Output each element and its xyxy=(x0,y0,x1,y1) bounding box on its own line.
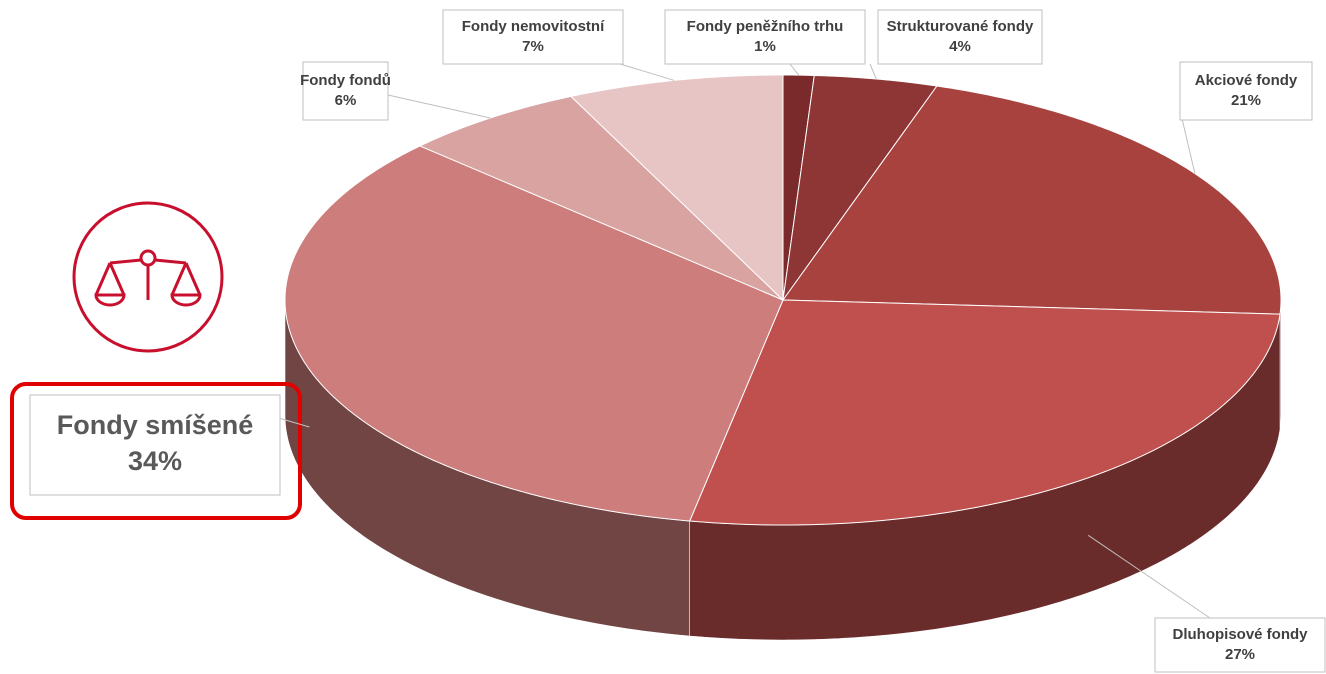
label-box xyxy=(29,394,281,496)
slice-label: Fondy smíšené xyxy=(57,410,254,440)
slice-value-label: 6% xyxy=(335,92,357,109)
slice-value-label: 7% xyxy=(522,38,544,55)
slice xyxy=(782,74,938,301)
pie-tops xyxy=(284,74,1282,526)
slice-label: Fondy nemovitostní xyxy=(462,18,605,35)
highlight-frame xyxy=(10,382,302,520)
slice-value-label: 34% xyxy=(128,446,182,476)
slice-value-label: 27% xyxy=(1225,646,1255,663)
slice-value-label: 1% xyxy=(754,38,776,55)
slice-label: Dluhopisové fondy xyxy=(1173,626,1309,643)
slice-label: Fondy peněžního trhu xyxy=(687,18,844,35)
label-box xyxy=(1179,61,1313,121)
scales-icon xyxy=(72,201,224,353)
label-box xyxy=(442,9,624,65)
label-box xyxy=(302,61,389,121)
label-box xyxy=(664,9,866,65)
slice xyxy=(782,85,1282,315)
slice-value-label: 4% xyxy=(949,38,971,55)
slice-label: Fondy fondů xyxy=(300,72,391,89)
slice xyxy=(569,74,784,302)
label-box xyxy=(877,9,1043,65)
leader-line xyxy=(619,63,675,81)
slice-label: Strukturované fondy xyxy=(887,18,1034,35)
slice xyxy=(688,299,1281,526)
slice xyxy=(284,145,784,522)
leader-line xyxy=(869,63,877,80)
slice-value-label: 21% xyxy=(1231,92,1261,109)
leader-line xyxy=(789,63,800,76)
leader-line xyxy=(387,94,491,119)
leader-line xyxy=(1179,109,1196,174)
leader-line xyxy=(1087,534,1211,619)
label-box xyxy=(1154,617,1326,673)
slice-label: Akciové fondy xyxy=(1195,72,1298,89)
